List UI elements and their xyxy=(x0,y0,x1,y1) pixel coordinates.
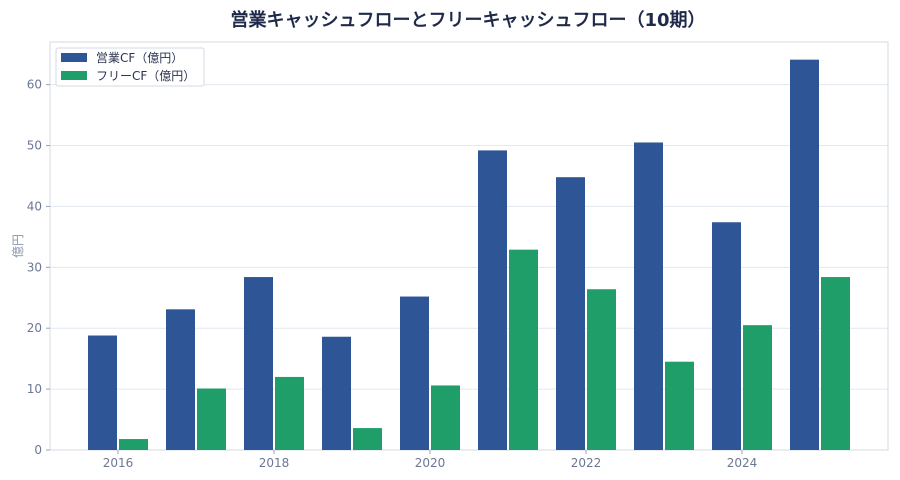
legend-label-free-cf: フリーCF（億円） xyxy=(96,69,195,83)
legend-box xyxy=(55,47,205,87)
bar-operating-cf-2017 xyxy=(166,309,195,450)
bar-free-cf-2024 xyxy=(743,325,772,450)
y-axis-ticks: 0 10 20 30 40 50 60 xyxy=(27,78,50,457)
bar-free-cf-2018 xyxy=(275,376,304,450)
y-axis-label: 億円 xyxy=(11,234,25,258)
legend: 営業CF（億円） フリーCF（億円） xyxy=(55,47,205,87)
bar-operating-cf-2025 xyxy=(790,59,819,451)
x-tick-label: 2018 xyxy=(259,456,290,470)
legend-swatch-free-cf xyxy=(61,71,87,80)
x-tick-label: 2020 xyxy=(415,456,446,470)
bar-operating-cf-2022 xyxy=(556,177,585,451)
bar-operating-cf-2018 xyxy=(244,277,273,450)
bar-free-cf-2017 xyxy=(197,388,226,450)
bar-free-cf-2022 xyxy=(587,289,616,450)
y-tick-label: 10 xyxy=(27,382,42,396)
bar-free-cf-2020 xyxy=(431,385,460,450)
x-tick-label: 2022 xyxy=(571,456,602,470)
x-tick-label: 2016 xyxy=(103,456,134,470)
y-tick-label: 50 xyxy=(27,139,42,153)
bar-operating-cf-2016 xyxy=(88,335,117,450)
bar-free-cf-2016 xyxy=(119,439,148,450)
bar-free-cf-2025 xyxy=(821,277,850,450)
y-tick-label: 0 xyxy=(34,443,42,457)
y-tick-label: 40 xyxy=(27,199,42,213)
bar-operating-cf-2024 xyxy=(712,222,741,450)
plot-frame xyxy=(49,41,889,451)
legend-label-operating-cf: 営業CF（億円） xyxy=(96,51,183,65)
y-tick-label: 30 xyxy=(27,260,42,274)
x-axis-ticks: 2016 2018 2020 2022 2024 xyxy=(103,450,758,470)
bar-free-cf-2021 xyxy=(509,249,538,450)
chart-title: 営業キャッシュフローとフリーキャッシュフロー（10期） xyxy=(230,9,705,31)
bar-free-cf-2023 xyxy=(665,361,694,450)
x-tick-label: 2024 xyxy=(727,456,758,470)
legend-swatch-operating-cf xyxy=(61,53,87,62)
bars xyxy=(88,59,850,451)
y-tick-label: 60 xyxy=(27,78,42,92)
y-tick-label: 20 xyxy=(27,321,42,335)
bar-operating-cf-2020 xyxy=(400,296,429,450)
bar-free-cf-2019 xyxy=(353,428,382,450)
bar-operating-cf-2019 xyxy=(322,336,351,450)
bar-operating-cf-2023 xyxy=(634,142,663,451)
bar-operating-cf-2021 xyxy=(478,150,507,450)
